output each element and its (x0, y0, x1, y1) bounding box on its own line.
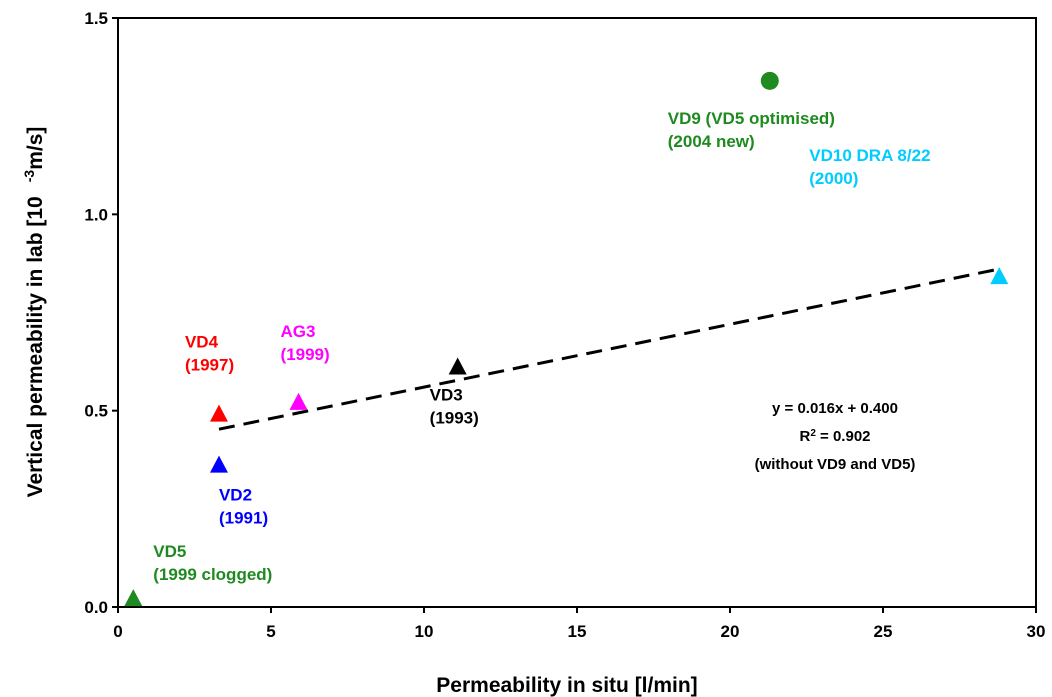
x-tick-label: 5 (266, 622, 275, 641)
y-axis-label: Vertical permeability in lab [10-3m/s] (21, 127, 47, 498)
data-point-5 (760, 71, 779, 90)
plot-area (117, 17, 1037, 608)
data-point-3 (289, 392, 308, 410)
point-label-4: VD3 (1993) (430, 385, 479, 427)
note-text: (without VD9 and VD5) (755, 456, 916, 473)
trendline (218, 267, 1000, 431)
point-label-2: VD4 (1997) (185, 333, 234, 375)
regression-annotation: y = 0.016x + 0.400 R2 = 0.902 (without V… (755, 400, 916, 473)
data-point-1 (209, 455, 228, 473)
r-squared-text: R2 = 0.902 (799, 428, 870, 446)
point-label-6: VD10 DRA 8/22 (2000) (809, 146, 930, 188)
data-point-2 (209, 404, 228, 422)
y-tick-label: 0.5 (84, 402, 108, 421)
x-tick-label: 30 (1027, 622, 1046, 641)
x-axis-label: Permeability in situ [l/min] (436, 674, 697, 697)
y-tick-label: 1.5 (84, 9, 108, 28)
y-axis-ticks: 0.0 0.5 1.0 1.5 (84, 9, 118, 617)
point-label-1: VD2 (1991) (219, 486, 268, 528)
point-labels: VD5 (1999 clogged) VD2 (1991) VD4 (1997) AG3 (1… (153, 109, 930, 584)
data-point-4 (448, 357, 467, 375)
point-label-0: VD5 (1999 clogged) (153, 542, 272, 584)
x-tick-label: 0 (113, 622, 122, 641)
equation-text: y = 0.016x + 0.400 (772, 400, 898, 417)
x-axis-ticks: 0 5 10 15 20 25 30 (113, 607, 1045, 641)
x-tick-label: 20 (721, 622, 740, 641)
data-points (124, 71, 1009, 607)
y-tick-label: 0.0 (84, 598, 108, 617)
data-point-0 (124, 589, 143, 607)
x-tick-label: 25 (874, 622, 893, 641)
point-label-5: VD9 (VD5 optimised) (2004 new) (668, 109, 835, 151)
svg-text:Vertical permeability in lab: Vertical permeability in lab [10-3m/s] (21, 127, 47, 498)
x-tick-label: 10 (415, 622, 434, 641)
data-point-6 (990, 267, 1009, 285)
x-tick-label: 15 (568, 622, 587, 641)
point-label-3: AG3 (1999) (281, 322, 330, 364)
y-tick-label: 1.0 (84, 205, 108, 224)
